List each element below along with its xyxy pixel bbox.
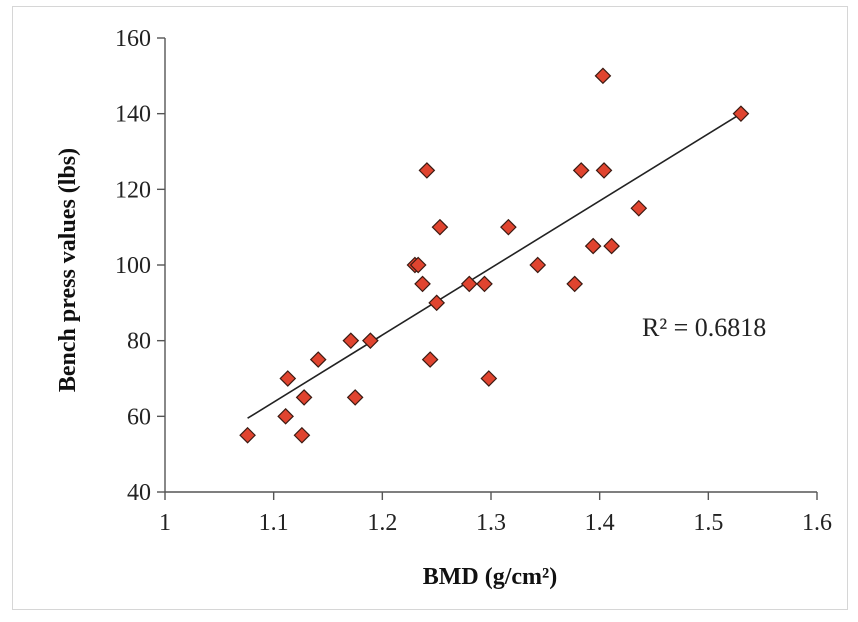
trendline-group (247, 112, 742, 419)
data-point (572, 162, 590, 179)
x-axis-label: BMD (g/cm²) (423, 564, 557, 590)
y-tick-label: 100 (115, 253, 151, 279)
data-point (603, 237, 620, 255)
data-point (418, 162, 436, 179)
data-point (529, 256, 547, 274)
y-axis-label: Bench press values (lbs) (55, 148, 81, 392)
y-tick-label: 80 (127, 329, 151, 355)
y-tick-label: 60 (127, 404, 151, 430)
chart-frame (12, 6, 848, 610)
labels: BMD (g/cm²) Bench press values (lbs) R² … (55, 148, 766, 590)
data-point (428, 294, 446, 312)
data-point (584, 237, 602, 255)
trendline (247, 112, 742, 419)
data-point (460, 275, 478, 293)
x-tick-label: 1.5 (693, 510, 723, 536)
data-point (277, 407, 294, 425)
data-point (409, 256, 427, 274)
x-tick-label: 1.6 (802, 510, 832, 536)
axes: 40 60 80 100 120 140 160 1 1.1 1.2 1.3 1.4 1.5 1.6 (115, 26, 832, 536)
data-point (279, 370, 297, 387)
data-point (362, 332, 379, 350)
x-tick-label: 1.4 (585, 510, 615, 536)
data-point (421, 351, 439, 368)
y-tick-label: 140 (115, 102, 151, 128)
y-tick-label: 120 (115, 177, 151, 203)
data-point (414, 275, 431, 293)
data-point (594, 67, 612, 85)
data-point (595, 162, 613, 179)
data-point (342, 332, 360, 350)
data-points (239, 67, 750, 444)
data-point (500, 218, 517, 236)
data-point (630, 199, 648, 217)
data-point (480, 370, 498, 387)
data-point (431, 218, 449, 236)
x-tick-label: 1 (159, 510, 171, 536)
x-tick-label: 1.3 (476, 510, 506, 536)
r-squared-annotation: R² = 0.6818 (642, 313, 766, 342)
x-tick-label: 1.2 (367, 510, 397, 536)
data-point (239, 426, 256, 444)
y-tick-label: 160 (115, 26, 151, 52)
data-point (293, 426, 311, 444)
data-point (566, 275, 584, 293)
data-point (346, 389, 364, 406)
data-point (295, 389, 313, 406)
y-tick-label: 40 (127, 480, 151, 506)
data-point (732, 105, 750, 123)
x-tick-label: 1.1 (259, 510, 289, 536)
data-point (309, 351, 327, 368)
data-point (476, 275, 493, 293)
